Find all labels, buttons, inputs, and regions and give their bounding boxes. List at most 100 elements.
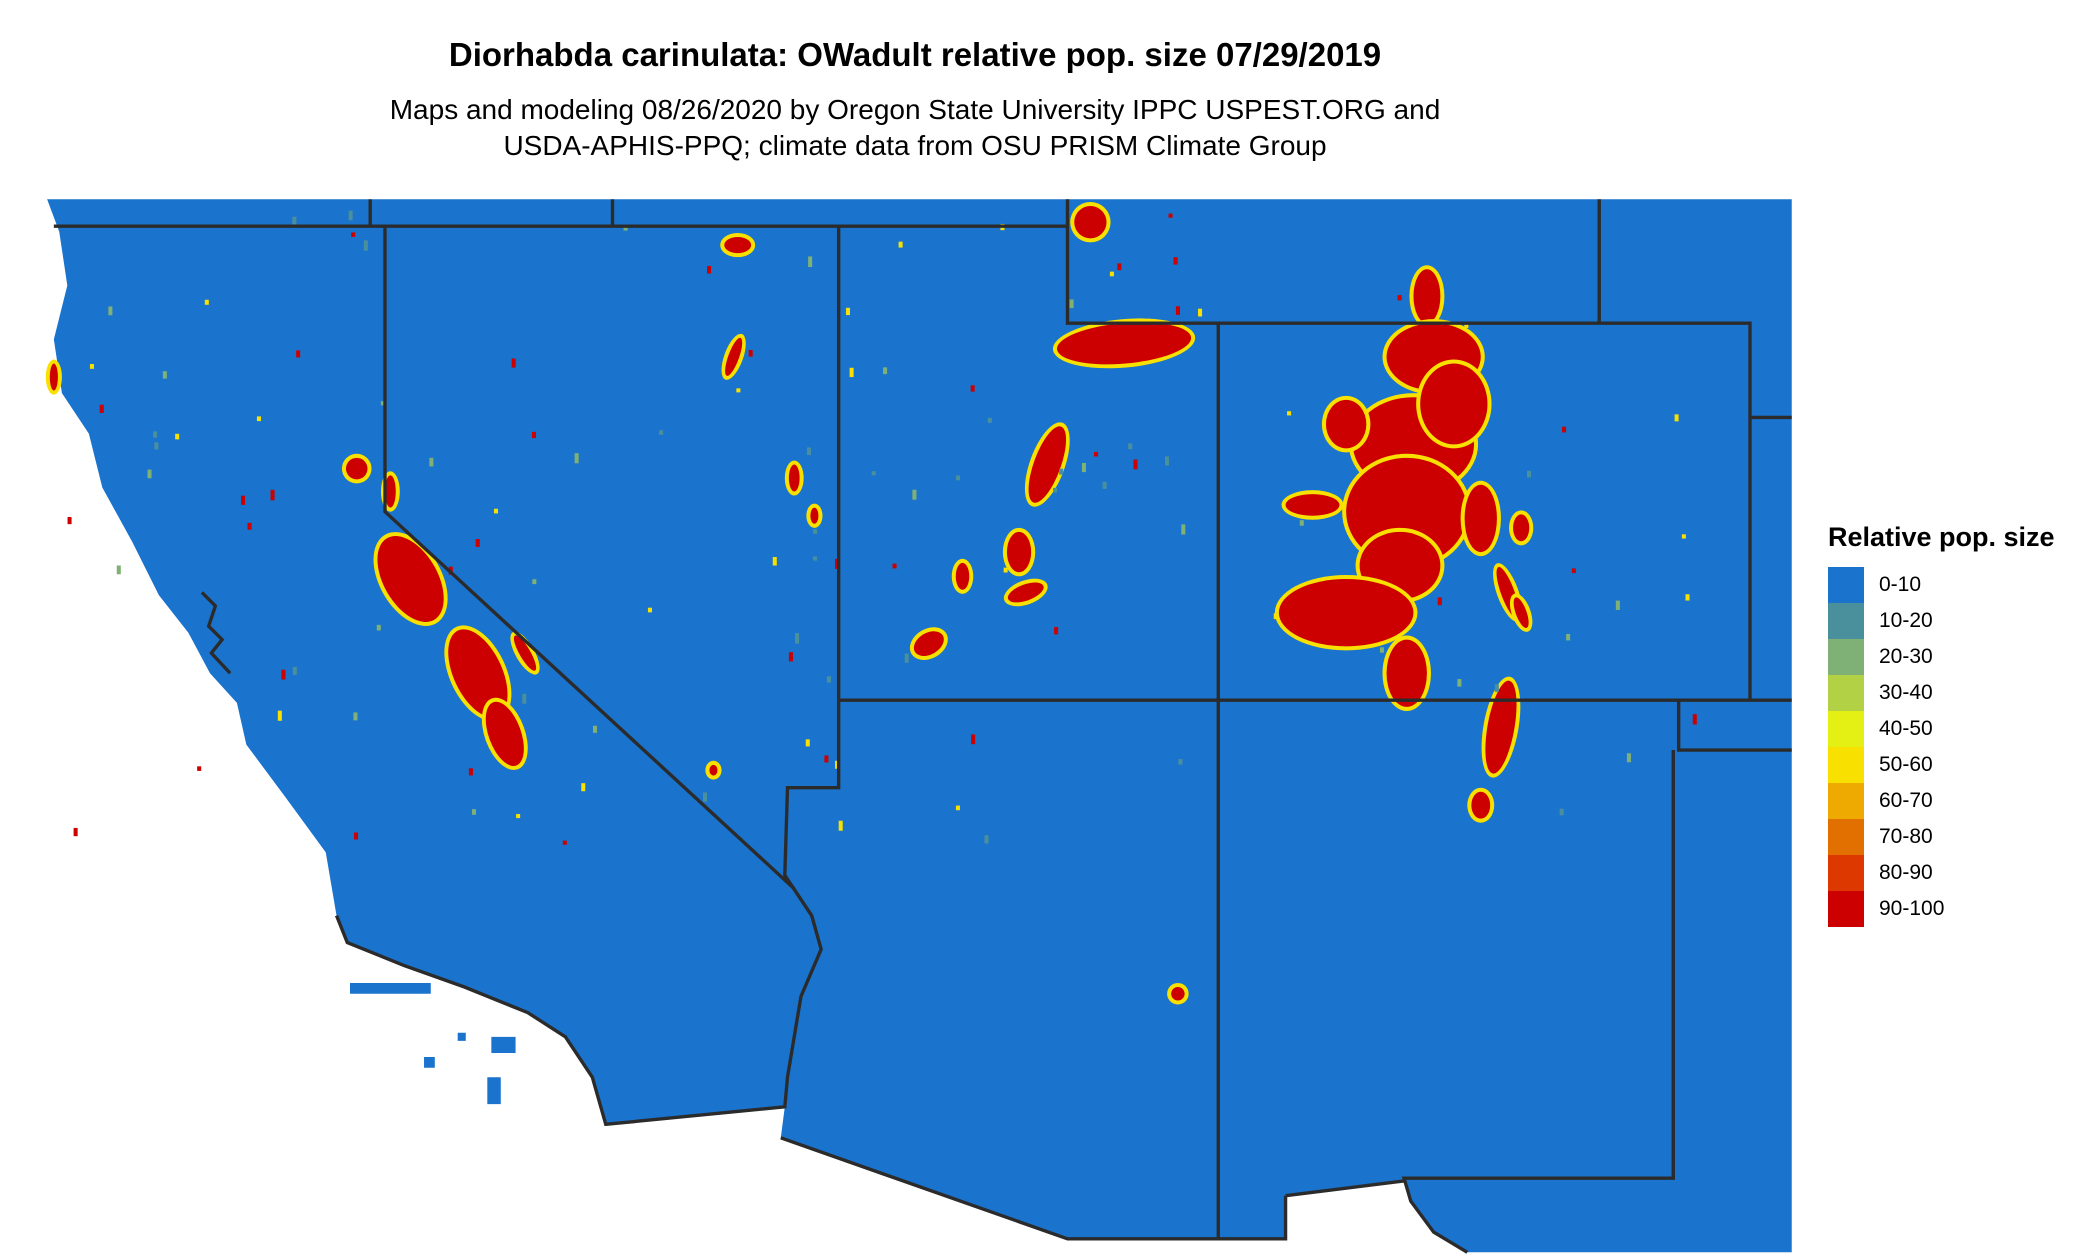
legend-item: 90-100 [1828, 891, 2055, 927]
hotspot [1285, 494, 1340, 516]
hotspot-pixel [296, 350, 301, 358]
hotspot-pixel [849, 367, 854, 378]
hotspot-pixel [955, 805, 960, 811]
legend-swatch [1828, 819, 1864, 855]
hotspot-pixel [404, 542, 409, 549]
hotspot-pixel [736, 388, 741, 393]
island [350, 982, 516, 1105]
hotspot-pixel [511, 358, 516, 368]
hotspot-pixel [1094, 451, 1099, 457]
hotspot-pixel [1081, 462, 1086, 473]
hotspot-pixel [1133, 459, 1138, 470]
legend-label: 50-60 [1879, 753, 1933, 776]
hotspot-pixel [471, 809, 477, 815]
hotspot-pixel [197, 766, 202, 771]
hotspot-pixel [898, 241, 903, 248]
hotspot-pixel [813, 529, 818, 534]
hotspot-pixel [468, 768, 473, 776]
hotspot-pixel [1417, 469, 1422, 475]
hotspot-pixel [806, 447, 811, 456]
hotspot-pixel [912, 489, 917, 500]
hotspot [1513, 597, 1529, 628]
hotspot-pixel [292, 216, 297, 226]
legend-item: 0-10 [1828, 567, 2055, 603]
hotspot-pixel [574, 453, 579, 464]
hotspot-pixel [376, 624, 381, 631]
legend-item: 30-40 [1828, 675, 2055, 711]
legend-label: 60-70 [1879, 789, 1933, 812]
hotspot-pixel [154, 442, 159, 450]
hotspot [1007, 582, 1044, 603]
hotspot-pixel [702, 792, 708, 802]
hotspot-pixel [363, 240, 368, 251]
hotspot-pixel [970, 385, 975, 392]
hotspot-pixel [987, 417, 992, 423]
hotspot-pixel [1379, 647, 1384, 653]
hotspot-pixel [971, 734, 976, 745]
hotspot-pixel [805, 739, 810, 747]
hotspot-pixel [429, 457, 434, 467]
hotspot [913, 631, 944, 656]
hotspot-pixel [772, 556, 777, 566]
legend-item: 80-90 [1828, 855, 2055, 891]
hotspot [377, 536, 444, 622]
hotspot-pixel [1559, 808, 1564, 816]
legend-title: Relative pop. size [1828, 522, 2055, 552]
hotspot [788, 464, 800, 492]
land-polygon [47, 199, 1792, 1253]
hotspot-pixel [475, 539, 480, 547]
hotspot-pixel [623, 226, 628, 231]
hotspot-pixel [1168, 213, 1173, 218]
hotspot-pixel [904, 653, 909, 663]
hotspot-pixel [1681, 534, 1686, 539]
hotspot-pixel [1494, 684, 1499, 692]
hotspot-pixel [1674, 414, 1679, 422]
hotspot [1485, 680, 1517, 774]
legend-label: 0-10 [1879, 573, 1922, 596]
hotspot-pixel [348, 210, 353, 221]
hotspot-pixel [1566, 633, 1571, 641]
hotspot [810, 507, 819, 524]
hotspot-pixel [1615, 600, 1620, 610]
legend-swatch [1828, 639, 1864, 675]
hotspot [448, 629, 508, 718]
hotspot-pixel [1562, 426, 1567, 433]
legend-label: 90-100 [1879, 897, 1945, 920]
legend-item: 60-70 [1828, 783, 2055, 819]
map-subtitle-line1: Maps and modeling 08/26/2020 by Oregon S… [389, 94, 1441, 125]
hotspot-pixel [795, 633, 800, 644]
hotspot [1278, 579, 1414, 647]
hotspot [709, 764, 718, 776]
hotspot-pixel [1181, 524, 1186, 535]
hotspot-pixel [1571, 568, 1576, 574]
hotspot-pixel [1069, 299, 1074, 309]
hotspot [955, 562, 970, 590]
hotspot [725, 337, 743, 376]
map-subtitle-line2: USDA-APHIS-PPQ; climate data from OSU PR… [503, 130, 1327, 161]
legend-label: 30-40 [1879, 681, 1933, 704]
legend-item: 50-60 [1828, 747, 2055, 783]
hotspot-pixel [175, 433, 180, 440]
hotspot-pixel [845, 307, 850, 316]
hotspot-pixel [531, 431, 536, 439]
legend-swatch [1828, 855, 1864, 891]
hotspot-pixel [1059, 468, 1064, 475]
legend-swatch [1828, 891, 1864, 927]
hotspot [1513, 514, 1530, 542]
hotspot-pixel [659, 430, 664, 435]
hotspot-pixel [562, 840, 567, 845]
legend-label: 40-50 [1879, 717, 1933, 740]
hotspot-pixel [984, 835, 989, 844]
hotspot-pixel [1198, 308, 1203, 317]
legend-item: 10-20 [1828, 603, 2055, 639]
hotspot-pixel [354, 832, 359, 840]
legend-swatch [1828, 711, 1864, 747]
hotspots [45, 201, 1697, 1005]
hotspot [385, 475, 396, 508]
legend-swatch [1828, 603, 1864, 639]
hotspot-pixel [647, 607, 652, 613]
legend-label: 80-90 [1879, 861, 1933, 884]
hotspot [485, 701, 524, 766]
hotspot-pixel [204, 299, 209, 305]
